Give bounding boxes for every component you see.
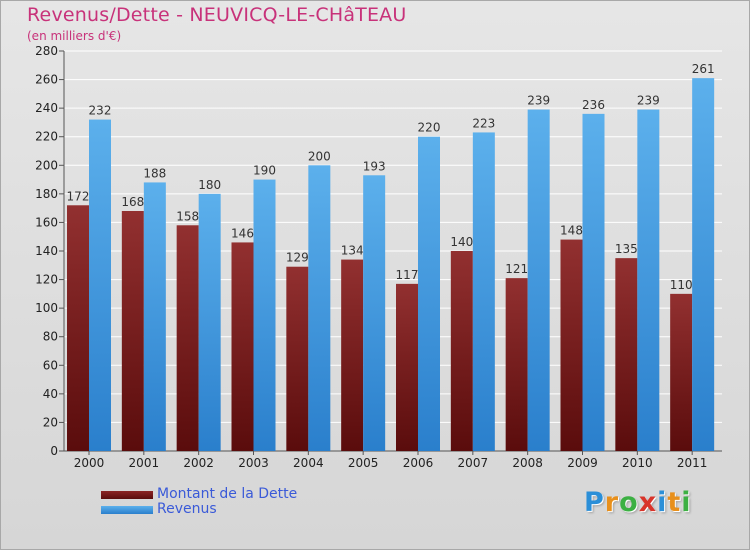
x-tick-label-2011: 2011 — [677, 456, 708, 470]
data-label-debt-2008: 121 — [505, 262, 528, 276]
bar-revenue-2000 — [89, 119, 111, 452]
x-tick-label-2004: 2004 — [293, 456, 324, 470]
legend-swatch-revenue — [101, 506, 153, 514]
bar-revenue-2001 — [143, 182, 166, 451]
data-labels: 172 168 158 146 129 134 117 140 121 148 135 110 232 1… — [67, 62, 715, 292]
bar-revenue-2011 — [692, 78, 715, 452]
logo-letter: o — [619, 487, 639, 518]
bar-revenue-2005 — [363, 175, 386, 452]
legend-label-debt: Montant de la Dette — [157, 486, 298, 502]
data-label-revenue-2011: 261 — [692, 62, 715, 76]
logo-letter: i — [657, 487, 668, 518]
chart-subtitle: (en milliers d'€) — [27, 29, 122, 43]
data-label-revenue-2000: 232 — [89, 104, 112, 118]
bar-debt-2007 — [450, 251, 473, 451]
logo-letter: x — [638, 487, 658, 518]
data-label-debt-2000: 172 — [67, 189, 90, 203]
bar-debt-2009 — [560, 239, 583, 451]
bar-debt-2011 — [670, 293, 693, 451]
x-tick-label-2002: 2002 — [183, 456, 214, 470]
logo-letter: t — [667, 487, 682, 518]
bar-revenue-2003 — [253, 179, 276, 452]
y-tick-label-160: 160 — [35, 215, 58, 229]
bar-debt-2003 — [231, 242, 254, 451]
y-tick-label-60: 60 — [43, 358, 58, 372]
data-label-debt-2007: 140 — [450, 235, 473, 249]
legend-swatch-debt — [101, 491, 153, 499]
x-tick-label-2005: 2005 — [348, 456, 379, 470]
data-label-revenue-2005: 193 — [363, 159, 386, 173]
y-tick-label-180: 180 — [35, 187, 58, 201]
axes: 0 20 40 60 80 100 120 140 160 180 200 220 240 260 280 2… — [35, 44, 722, 470]
x-tick-label-2001: 2001 — [129, 456, 160, 470]
data-label-revenue-2002: 180 — [198, 178, 221, 192]
data-label-revenue-2007: 223 — [472, 116, 495, 130]
data-label-revenue-2003: 190 — [253, 164, 276, 178]
x-tick-label-2008: 2008 — [512, 456, 543, 470]
x-tick-label-2006: 2006 — [403, 456, 434, 470]
bar-debt-2002 — [176, 225, 199, 451]
bar-debt-2004 — [286, 266, 309, 451]
y-tick-label-140: 140 — [35, 244, 58, 258]
data-label-debt-2010: 135 — [615, 242, 638, 256]
bar-debt-2006 — [396, 283, 418, 451]
bar-debt-2008 — [505, 278, 528, 451]
grid-lines — [64, 50, 722, 423]
data-label-debt-2003: 146 — [231, 226, 254, 240]
y-tick-label-260: 260 — [35, 73, 58, 87]
x-tick-label-2003: 2003 — [238, 456, 269, 470]
x-tick-label-2000: 2000 — [74, 456, 105, 470]
bar-debt-2000 — [67, 205, 89, 451]
data-label-revenue-2009: 236 — [582, 98, 605, 112]
data-label-debt-2002: 158 — [176, 209, 199, 223]
y-tick-label-240: 240 — [35, 101, 58, 115]
data-label-debt-2006: 117 — [396, 268, 419, 282]
bar-revenue-2008 — [527, 109, 550, 452]
y-tick-label-200: 200 — [35, 158, 58, 172]
bar-revenue-2007 — [472, 132, 495, 451]
bar-debt-2001 — [121, 211, 144, 451]
logo-letter: P — [584, 487, 605, 518]
x-tick-label-2010: 2010 — [622, 456, 653, 470]
y-tick-label-100: 100 — [35, 301, 58, 315]
x-tick-label-2007: 2007 — [458, 456, 489, 470]
bar-revenue-2004 — [308, 165, 331, 452]
proxiti-logo: Proxiti — [584, 487, 692, 518]
bar-debt-2010 — [615, 258, 638, 451]
data-label-debt-2004: 129 — [286, 251, 309, 265]
bar-debt-2005 — [341, 259, 364, 451]
x-tick-label-2009: 2009 — [567, 456, 598, 470]
y-tick-label-0: 0 — [50, 444, 58, 458]
y-tick-label-120: 120 — [35, 273, 58, 287]
data-label-debt-2011: 110 — [670, 278, 693, 292]
data-label-debt-2001: 168 — [121, 195, 144, 209]
bar-revenue-2002 — [198, 193, 221, 451]
y-tick-label-280: 280 — [35, 44, 58, 58]
y-tick-label-40: 40 — [43, 387, 58, 401]
data-label-revenue-2006: 220 — [418, 121, 441, 135]
data-label-debt-2009: 148 — [560, 224, 583, 238]
y-tick-label-80: 80 — [43, 330, 58, 344]
y-tick-label-220: 220 — [35, 130, 58, 144]
y-tick-label-20: 20 — [43, 415, 58, 429]
bar-revenue-2010 — [637, 109, 660, 452]
bar-revenue-2009 — [582, 113, 605, 451]
data-label-revenue-2008: 239 — [527, 94, 550, 108]
data-label-revenue-2001: 188 — [143, 166, 166, 180]
logo-letter: i — [681, 487, 692, 518]
data-label-debt-2005: 134 — [341, 244, 364, 258]
bars — [67, 78, 715, 452]
logo-letter: r — [604, 487, 620, 518]
data-label-revenue-2004: 200 — [308, 149, 331, 163]
data-label-revenue-2010: 239 — [637, 94, 660, 108]
legend-label-revenue: Revenus — [157, 501, 217, 517]
chart-title: Revenus/Dette - NEUVICQ-LE-CHâTEAU — [27, 4, 407, 26]
bar-revenue-2006 — [418, 136, 440, 451]
